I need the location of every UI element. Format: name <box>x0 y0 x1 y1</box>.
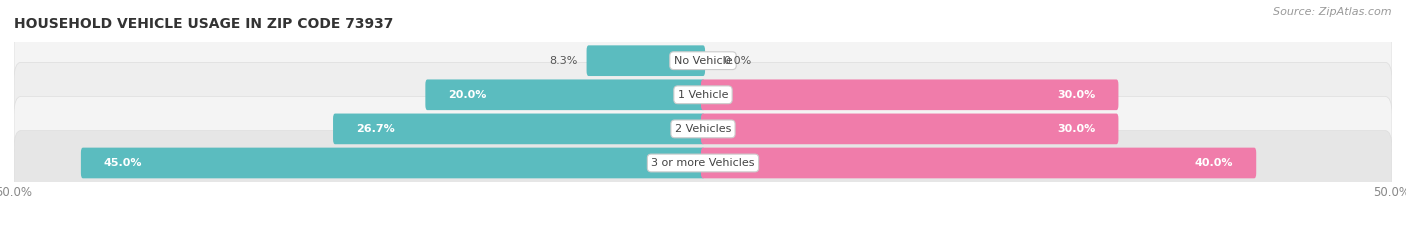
Text: No Vehicle: No Vehicle <box>673 56 733 66</box>
Text: 0.0%: 0.0% <box>724 56 752 66</box>
FancyBboxPatch shape <box>702 148 1256 178</box>
Text: 45.0%: 45.0% <box>104 158 142 168</box>
Text: 1 Vehicle: 1 Vehicle <box>678 90 728 100</box>
Text: 30.0%: 30.0% <box>1057 90 1095 100</box>
FancyBboxPatch shape <box>586 45 704 76</box>
Legend: Owner-occupied, Renter-occupied: Owner-occupied, Renter-occupied <box>579 230 827 233</box>
FancyBboxPatch shape <box>14 62 1392 127</box>
FancyBboxPatch shape <box>702 79 1118 110</box>
Text: HOUSEHOLD VEHICLE USAGE IN ZIP CODE 73937: HOUSEHOLD VEHICLE USAGE IN ZIP CODE 7393… <box>14 17 394 31</box>
Text: 2 Vehicles: 2 Vehicles <box>675 124 731 134</box>
FancyBboxPatch shape <box>14 96 1392 161</box>
Text: 3 or more Vehicles: 3 or more Vehicles <box>651 158 755 168</box>
FancyBboxPatch shape <box>426 79 704 110</box>
Text: 40.0%: 40.0% <box>1195 158 1233 168</box>
Text: 30.0%: 30.0% <box>1057 124 1095 134</box>
FancyBboxPatch shape <box>82 148 704 178</box>
FancyBboxPatch shape <box>14 130 1392 195</box>
FancyBboxPatch shape <box>702 113 1118 144</box>
FancyBboxPatch shape <box>333 113 704 144</box>
FancyBboxPatch shape <box>14 28 1392 93</box>
Text: Source: ZipAtlas.com: Source: ZipAtlas.com <box>1274 7 1392 17</box>
Text: 20.0%: 20.0% <box>449 90 486 100</box>
Text: 26.7%: 26.7% <box>356 124 395 134</box>
Text: 8.3%: 8.3% <box>550 56 578 66</box>
